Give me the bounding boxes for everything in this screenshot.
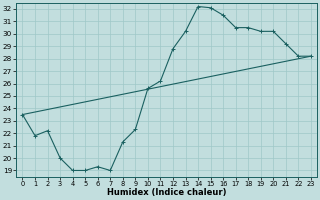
X-axis label: Humidex (Indice chaleur): Humidex (Indice chaleur) [107, 188, 227, 197]
